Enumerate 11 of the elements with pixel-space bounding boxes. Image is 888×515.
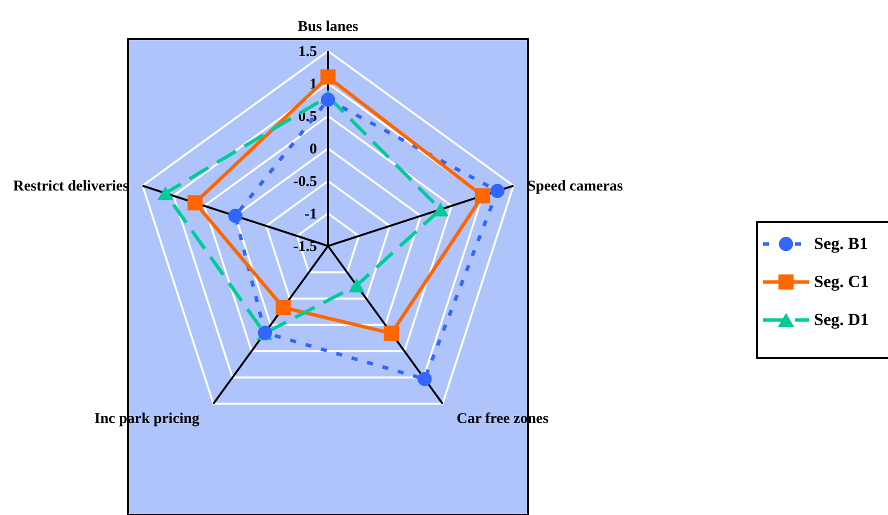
y-tick-label: 0 — [310, 142, 317, 158]
y-tick-label: -1 — [304, 206, 317, 222]
legend-label: Seg. B1 — [814, 234, 868, 253]
legend-label: Seg. D1 — [814, 310, 869, 329]
legend-label: Seg. C1 — [814, 272, 869, 291]
spoke-label: Speed cameras — [527, 178, 624, 195]
y-tick-label: -0.5 — [293, 174, 317, 190]
spoke-label: Restrict deliveries — [13, 178, 129, 195]
y-tick-label: 1 — [310, 76, 317, 92]
spoke-label: Bus lanes — [298, 19, 358, 35]
y-tick-label: 1.5 — [298, 44, 317, 60]
